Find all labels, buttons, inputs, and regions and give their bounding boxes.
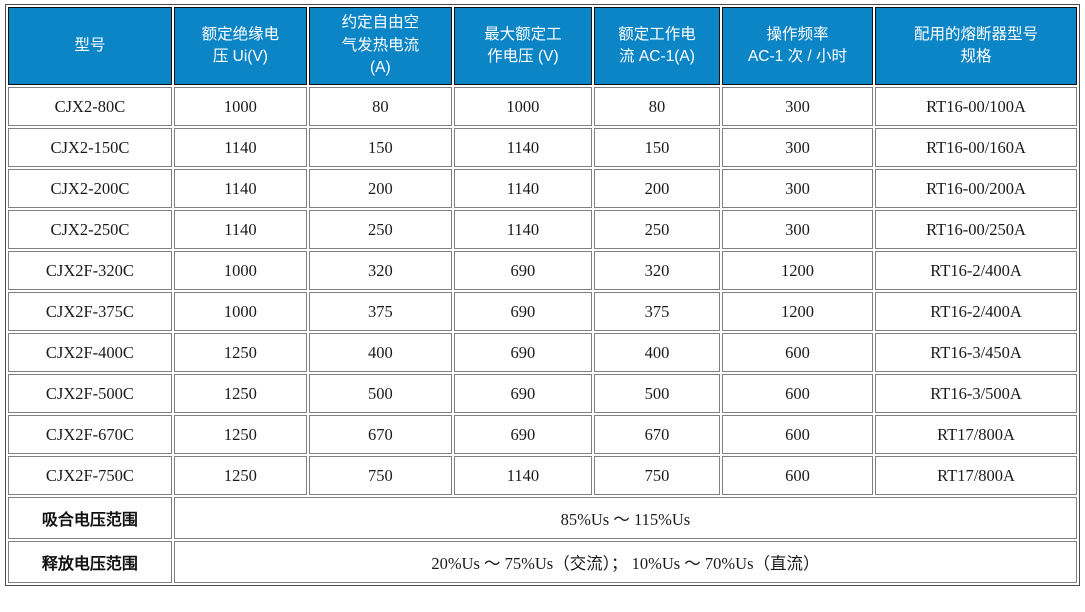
table-header-row: 型号 额定绝缘电 压 Ui(V) 约定自由空 气发热电流 (A) 最大额定工 作电压 … [8,7,1077,85]
value-cell: 1250 [173,333,307,372]
footer-row: 吸合电压范围 85%Us ～ 115%Us [8,497,1077,539]
footer-row: 释放电压范围 20%Us ～ 75%Us（交流）； 10%Us ～ 70%Us（直… [8,541,1077,583]
footer-value: 20%Us ～ 75%Us（交流）； 10%Us ～ 70%Us（直流） [173,541,1077,583]
table-row: CJX2-200C 1140 200 1140 200 300 RT16-00/200A [8,169,1077,208]
value-cell: 1140 [173,128,307,167]
model-cell: CJX2-250C [8,210,172,249]
value-cell: 600 [721,333,874,372]
value-cell: 690 [453,292,593,331]
value-cell: 320 [309,251,452,290]
model-cell: CJX2-150C [8,128,172,167]
value-cell: 150 [309,128,452,167]
value-cell: 375 [309,292,452,331]
value-cell: 500 [309,374,452,413]
value-cell: 690 [453,251,593,290]
value-cell: RT16-00/160A [875,128,1077,167]
value-cell: 300 [721,87,874,126]
table-row: CJX2F-400C 1250 400 690 400 600 RT16-3/450A [8,333,1077,372]
spec-table: 型号 额定绝缘电 压 Ui(V) 约定自由空 气发热电流 (A) 最大额定工 作电压 … [5,4,1080,586]
value-cell: 300 [721,169,874,208]
value-cell: 300 [721,210,874,249]
column-header-2: 约定自由空 气发热电流 (A) [309,7,452,85]
value-cell: 1140 [453,210,593,249]
value-cell: 150 [594,128,720,167]
value-cell: 1200 [721,251,874,290]
value-cell: 1000 [453,87,593,126]
column-header-3: 最大额定工 作电压 (V) [453,7,593,85]
footer-label: 吸合电压范围 [8,497,172,539]
model-cell: CJX2F-750C [8,456,172,495]
column-header-5: 操作频率 AC-1 次 / 小时 [721,7,874,85]
value-cell: 320 [594,251,720,290]
value-cell: 600 [721,415,874,454]
table-row: CJX2F-320C 1000 320 690 320 1200 RT16-2/400A [8,251,1077,290]
table-row: CJX2-150C 1140 150 1140 150 300 RT16-00/160A [8,128,1077,167]
value-cell: 750 [309,456,452,495]
value-cell: 1140 [453,128,593,167]
column-header-4: 额定工作电 流 AC-1(A) [594,7,720,85]
value-cell: 1140 [453,456,593,495]
value-cell: 250 [594,210,720,249]
footer-label: 释放电压范围 [8,541,172,583]
value-cell: 400 [309,333,452,372]
table-row: CJX2F-750C 1250 750 1140 750 600 RT17/800A [8,456,1077,495]
value-cell: 750 [594,456,720,495]
value-cell: 200 [309,169,452,208]
value-cell: 200 [594,169,720,208]
value-cell: 600 [721,456,874,495]
model-cell: CJX2F-500C [8,374,172,413]
value-cell: 1250 [173,456,307,495]
value-cell: 1140 [173,210,307,249]
value-cell: 500 [594,374,720,413]
model-cell: CJX2F-400C [8,333,172,372]
value-cell: RT17/800A [875,415,1077,454]
value-cell: 80 [594,87,720,126]
model-cell: CJX2-200C [8,169,172,208]
value-cell: 600 [721,374,874,413]
footer-value: 85%Us ～ 115%Us [173,497,1077,539]
value-cell: RT16-2/400A [875,251,1077,290]
value-cell: 670 [309,415,452,454]
value-cell: 690 [453,374,593,413]
value-cell: 670 [594,415,720,454]
value-cell: RT16-00/250A [875,210,1077,249]
value-cell: 80 [309,87,452,126]
table-row: CJX2-250C 1140 250 1140 250 300 RT16-00/250A [8,210,1077,249]
model-cell: CJX2F-670C [8,415,172,454]
value-cell: 250 [309,210,452,249]
value-cell: RT16-00/200A [875,169,1077,208]
value-cell: RT16-3/450A [875,333,1077,372]
value-cell: 690 [453,415,593,454]
value-cell: 300 [721,128,874,167]
value-cell: 1140 [453,169,593,208]
table-row: CJX2F-670C 1250 670 690 670 600 RT17/800A [8,415,1077,454]
table-row: CJX2F-375C 1000 375 690 375 1200 RT16-2/400A [8,292,1077,331]
value-cell: 1000 [173,251,307,290]
column-header-6: 配用的熔断器型号 规格 [875,7,1077,85]
value-cell: 375 [594,292,720,331]
column-header-1: 额定绝缘电 压 Ui(V) [173,7,307,85]
column-header-0: 型号 [8,7,172,85]
table-row: CJX2F-500C 1250 500 690 500 600 RT16-3/500A [8,374,1077,413]
value-cell: 690 [453,333,593,372]
value-cell: RT16-00/100A [875,87,1077,126]
value-cell: RT16-3/500A [875,374,1077,413]
value-cell: 1140 [173,169,307,208]
value-cell: 1250 [173,374,307,413]
value-cell: 1000 [173,292,307,331]
model-cell: CJX2F-320C [8,251,172,290]
value-cell: 400 [594,333,720,372]
value-cell: 1000 [173,87,307,126]
value-cell: 1250 [173,415,307,454]
table-row: CJX2-80C 1000 80 1000 80 300 RT16-00/100A [8,87,1077,126]
model-cell: CJX2F-375C [8,292,172,331]
model-cell: CJX2-80C [8,87,172,126]
value-cell: 1200 [721,292,874,331]
value-cell: RT17/800A [875,456,1077,495]
value-cell: RT16-2/400A [875,292,1077,331]
